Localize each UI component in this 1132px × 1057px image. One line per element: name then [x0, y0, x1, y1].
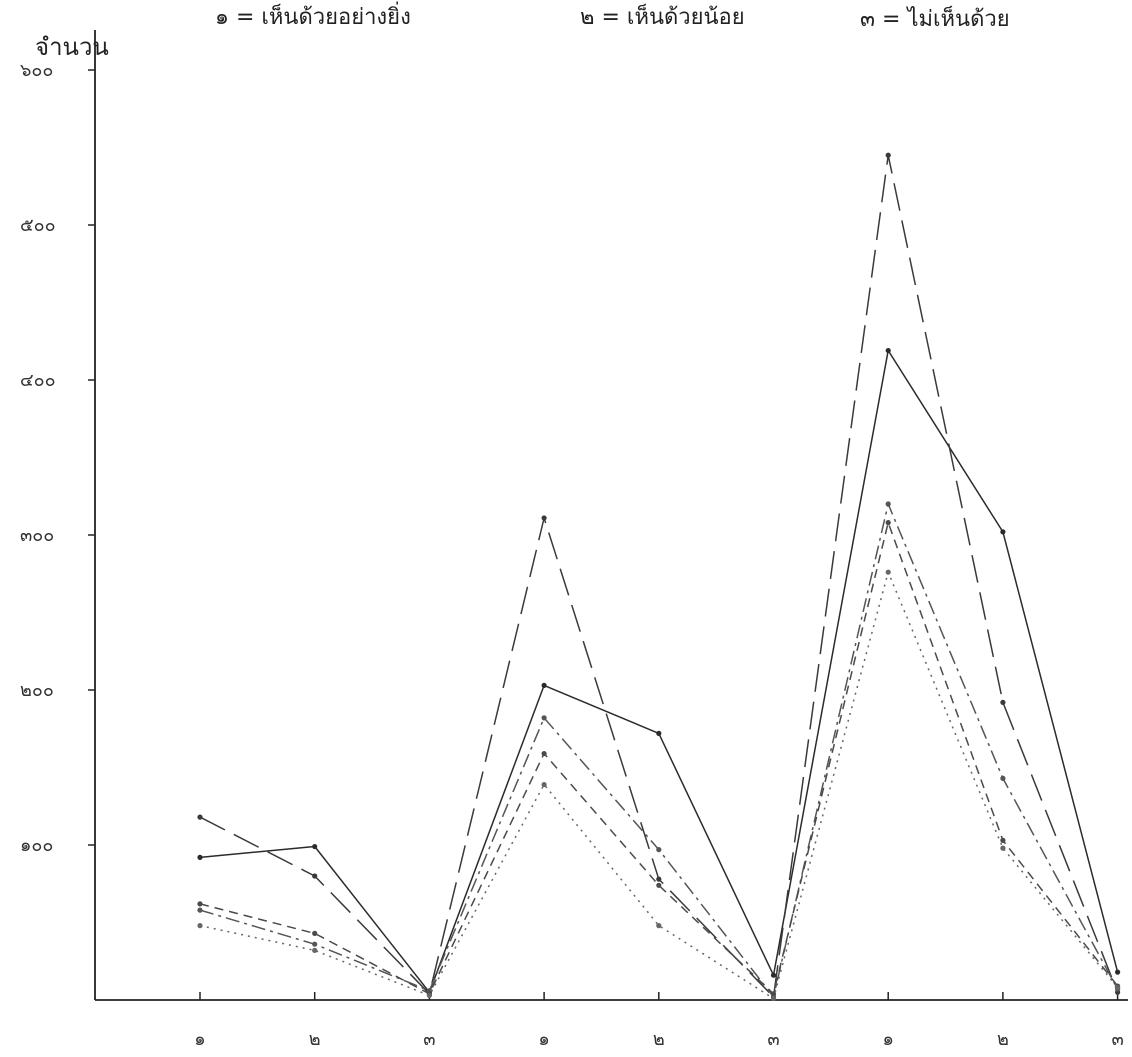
series-3-point-1: [312, 941, 318, 947]
y-tick-label-4: ๕๐๐: [20, 215, 56, 236]
series-5-point-2: [426, 992, 432, 998]
series-5-point-6: [885, 569, 891, 575]
series-4-point-7: [1000, 837, 1006, 843]
y-tick-label-1: ๒๐๐: [20, 680, 54, 701]
x-tick-label-3: ๑: [538, 1029, 549, 1050]
y-ticks: ๑๐๐ ๒๐๐ ๓๐๐ ๔๐๐ ๕๐๐ ๖๐๐: [20, 60, 95, 856]
y-tick-label-2: ๓๐๐: [20, 525, 54, 546]
x-tick-label-1: ๒: [309, 1029, 321, 1050]
series-line-2: [199, 154, 1119, 998]
y-tick-label-5: ๖๐๐: [20, 60, 53, 81]
series-5-point-8: [1115, 985, 1121, 991]
x-tick-label-2: ๓: [423, 1029, 435, 1050]
series-group: [197, 152, 1121, 1002]
x-tick-label-0: ๑: [194, 1029, 205, 1050]
series-1-point-8: [1115, 969, 1121, 975]
series-5-point-3: [541, 781, 547, 788]
series-5-point-1: [312, 947, 318, 954]
legend-entry-2: ๒ = เห็นด้วยน้อย: [580, 2, 745, 30]
series-2-point-6: [885, 152, 891, 158]
x-tick-label-7: ๒: [997, 1029, 1009, 1050]
series-1-point-6: [885, 347, 891, 354]
series-3-point-3: [541, 715, 547, 721]
series-2-point-0: [197, 814, 203, 820]
series-2-point-4: [656, 876, 662, 882]
legend-entry-3: ๓ = ไม่เห็นด้วย: [860, 4, 1010, 32]
x-tick-label-4: ๒: [653, 1029, 665, 1050]
series-5-point-0: [197, 923, 203, 929]
x-tick-label-6: ๑: [882, 1029, 893, 1050]
series-4-point-5: [770, 991, 777, 997]
series-1-point-7: [1000, 529, 1006, 535]
x-tick-label-8: ๓: [1111, 1029, 1123, 1050]
y-tick-label-3: ๔๐๐: [20, 370, 56, 391]
series-5-point-7: [1000, 845, 1006, 851]
series-5-point-5: [770, 995, 777, 1002]
y-axis-label: จำนวน: [35, 33, 109, 61]
series-2-point-3: [541, 515, 547, 521]
series-3-point-4: [656, 847, 662, 853]
series-4-point-1: [312, 930, 318, 936]
series-1-point-1: [312, 843, 318, 850]
legend-entry-1: ๑ = เห็นด้วยอย่างยิ่ง: [215, 1, 411, 30]
series-1-point-3: [541, 682, 547, 688]
series-3-point-6: [885, 501, 891, 507]
x-tick-label-5: ๓: [767, 1029, 779, 1050]
series-4-point-4: [656, 882, 662, 888]
series-1-point-5: [770, 972, 777, 978]
series-1-point-4: [656, 730, 662, 737]
series-1-point-0: [197, 854, 203, 861]
series-3-point-7: [1000, 775, 1006, 781]
series-4-point-3: [541, 750, 547, 757]
series-4-point-6: [885, 520, 891, 526]
series-line-5: [199, 571, 1119, 1000]
y-tick-label-0: ๑๐๐: [20, 835, 53, 856]
series-line-3: [199, 503, 1119, 998]
series-5-point-4: [656, 923, 662, 929]
series-4-point-0: [197, 901, 203, 907]
series-3-point-0: [197, 907, 203, 913]
series-line-1: [199, 349, 1119, 994]
series-2-point-7: [1000, 699, 1006, 706]
series-2-point-1: [312, 873, 318, 879]
